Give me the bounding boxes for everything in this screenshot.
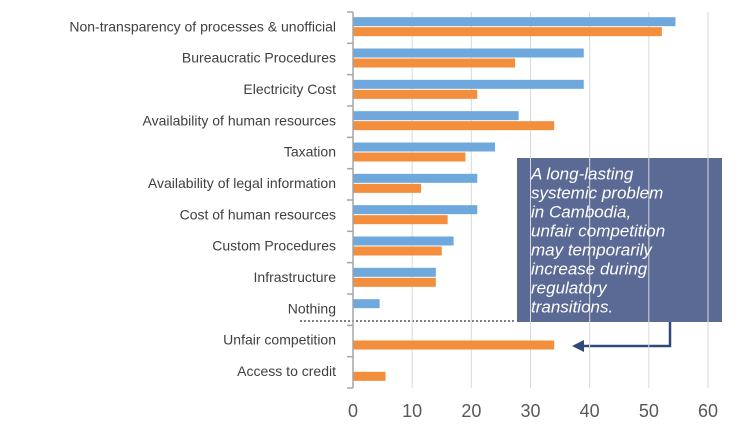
bar	[353, 142, 495, 152]
y-tick-label: Availability of legal information	[148, 175, 336, 191]
x-tick-label: 40	[580, 401, 600, 421]
annotation-text: A long-lasting	[530, 164, 634, 183]
x-tick-label: 0	[348, 401, 358, 421]
y-tick-label: Unfair competition	[223, 332, 336, 348]
bar	[353, 236, 454, 246]
bar	[353, 27, 662, 37]
y-tick-label: Custom Procedures	[212, 238, 336, 254]
bar	[353, 340, 555, 350]
y-tick-label: Bureaucratic Procedures	[182, 50, 336, 66]
y-tick-label: Availability of human resources	[142, 112, 336, 128]
bar	[353, 58, 516, 68]
bar	[353, 371, 386, 381]
bar	[353, 48, 584, 58]
annotation-box	[517, 158, 722, 322]
y-tick-label: Taxation	[284, 144, 336, 160]
bar	[353, 205, 478, 215]
bar	[353, 17, 676, 27]
y-tick-label: Access to credit	[237, 363, 336, 379]
annotation-text: in Cambodia,	[531, 202, 631, 221]
y-tick-label: Nothing	[288, 300, 336, 316]
bar	[353, 277, 436, 287]
annotation-text: transitions.	[531, 297, 613, 316]
annotation-text: systemic problem	[531, 183, 663, 202]
bar	[353, 89, 478, 99]
annotation-text: may temporarily	[531, 240, 653, 259]
annotation-text: increase during	[531, 259, 648, 278]
x-tick-label: 10	[402, 401, 422, 421]
bar	[353, 267, 436, 277]
y-tick-label: Infrastructure	[254, 269, 337, 285]
y-tick-label: Cost of human resources	[180, 206, 336, 222]
annotation-text: unfair competition	[531, 221, 665, 240]
x-tick-label: 60	[698, 401, 718, 421]
bar	[353, 152, 466, 162]
bar	[353, 111, 519, 121]
arrow-head	[572, 340, 584, 352]
annotation-text: regulatory	[531, 278, 608, 297]
x-tick-label: 20	[461, 401, 481, 421]
bar	[353, 246, 442, 256]
y-tick-label: Non-transparency of processes & unoffici…	[69, 18, 336, 34]
bar	[353, 173, 478, 183]
x-tick-label: 50	[639, 401, 659, 421]
bar	[353, 299, 380, 309]
y-tick-label: Electricity Cost	[243, 81, 336, 97]
annotation-arrow	[580, 322, 672, 348]
x-tick-label: 30	[520, 401, 540, 421]
bar	[353, 121, 555, 131]
bar	[353, 183, 422, 193]
bar	[353, 79, 584, 89]
bar	[353, 215, 448, 225]
